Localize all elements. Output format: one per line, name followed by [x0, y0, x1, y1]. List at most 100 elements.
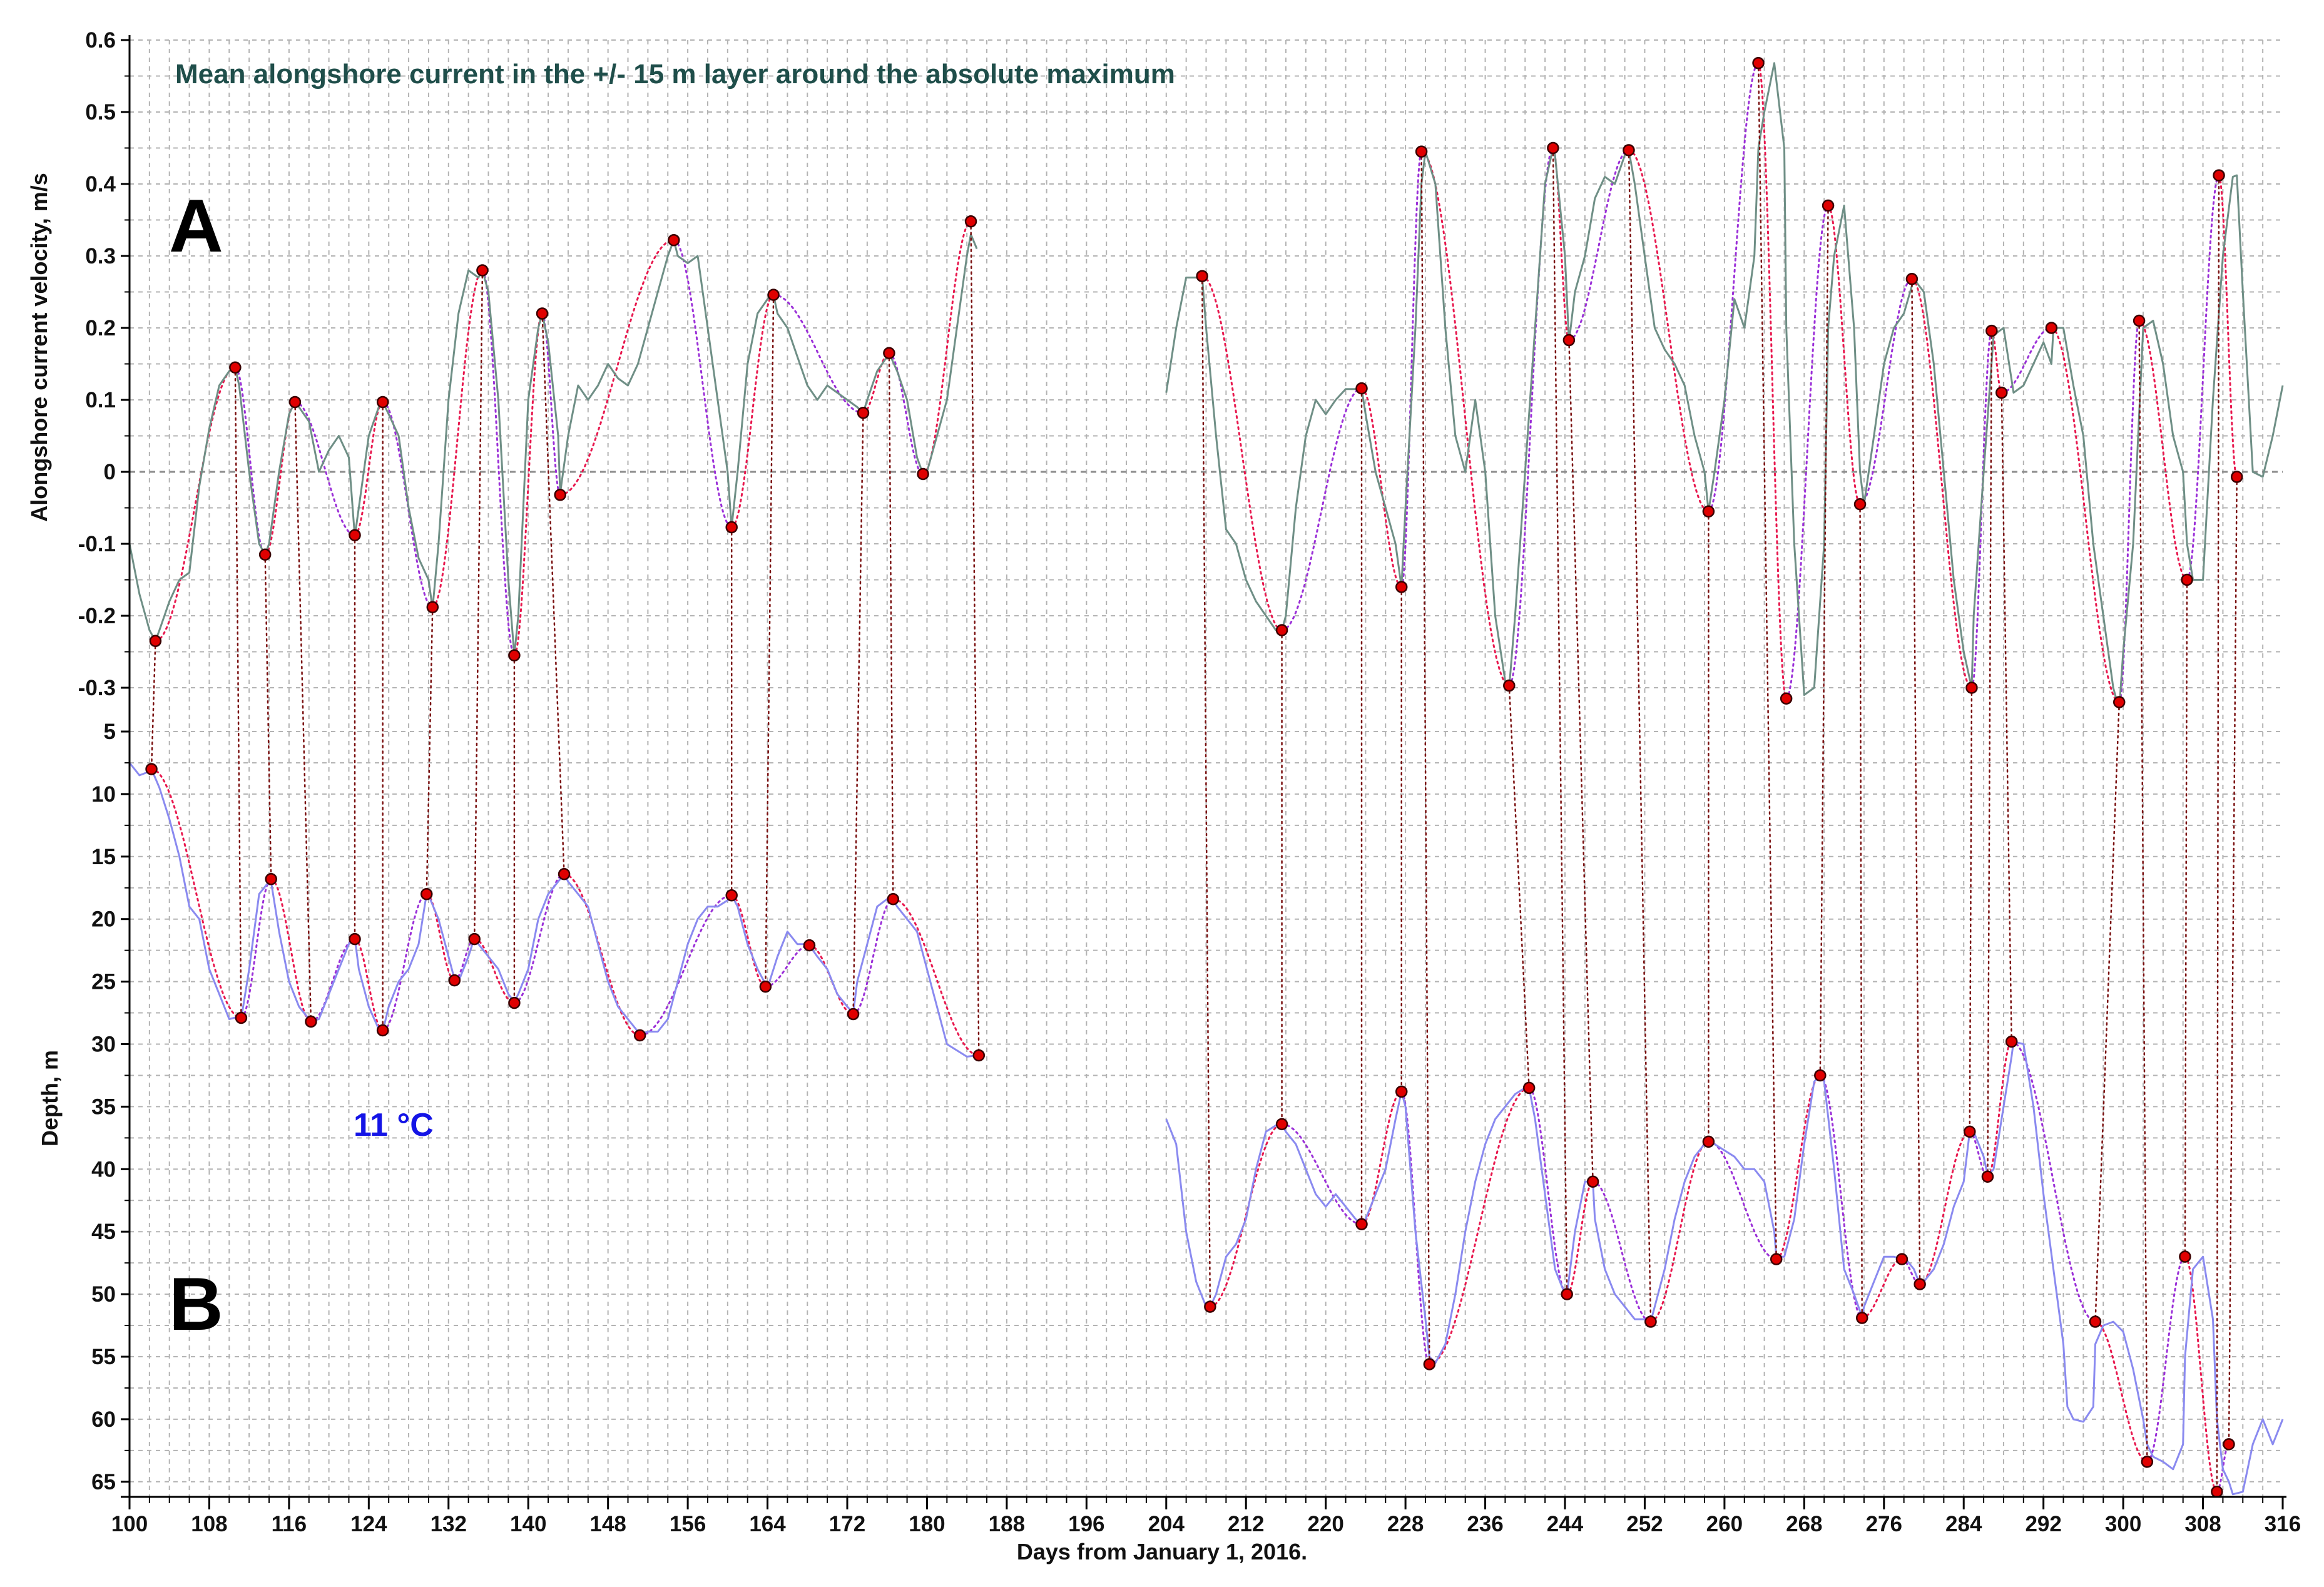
y-tick-label-velocity: -0.3 [78, 676, 116, 700]
y-tick-label-velocity: -0.2 [78, 604, 116, 628]
y-axis-title-velocity: Alongshore current velocity, m/s [26, 173, 52, 521]
depth-extremum-marker [558, 868, 571, 880]
extremum-connector [888, 352, 894, 900]
x-tick-label: 220 [1307, 1512, 1343, 1536]
velocity-extremum-marker [376, 395, 389, 409]
depth-extremum-marker [265, 873, 277, 885]
velocity-extremum-marker [767, 288, 780, 301]
velocity-extremum-marker [668, 233, 680, 247]
depth-extremum-marker [1895, 1253, 1909, 1265]
depth-extremum-marker [2141, 1456, 2154, 1468]
velocity-extremum-marker [917, 467, 929, 481]
velocity-fit-curve [234, 366, 267, 556]
extremum-connector [2216, 174, 2220, 1493]
extremum-connector [852, 412, 864, 1015]
depth-fit-curve [1707, 1140, 1778, 1260]
velocity-extremum-marker [1702, 505, 1715, 518]
depth-extremum-marker [1204, 1300, 1216, 1313]
depth-extremum-marker [1914, 1278, 1926, 1290]
x-tick-label: 180 [909, 1512, 945, 1536]
velocity-extremum-marker [1905, 273, 1919, 285]
depth-fit-curve [453, 938, 476, 982]
depth-extremum-marker [972, 1049, 986, 1062]
x-tick-label: 292 [2025, 1512, 2061, 1536]
x-tick-label: 140 [510, 1512, 546, 1536]
velocity-extremum-marker [1822, 199, 1835, 212]
y-tick-label-velocity: -0.1 [78, 532, 116, 556]
depth-fit-curve [513, 873, 566, 1004]
x-tick-label: 188 [989, 1512, 1025, 1536]
x-tick-label: 164 [749, 1512, 786, 1536]
depth-extremum-marker [305, 1015, 317, 1028]
velocity-fit-curve [1707, 62, 1760, 513]
x-tick-label: 132 [431, 1512, 467, 1536]
x-tick-label: 212 [1228, 1512, 1264, 1536]
depth-extremum-marker [448, 974, 461, 987]
velocity-extremum-marker [2133, 314, 2146, 327]
depth-extremum-marker [376, 1024, 389, 1037]
y-tick-label-depth: 65 [91, 1470, 116, 1494]
depth-fit-curve [1649, 1140, 1710, 1323]
depth-extremum-marker [1702, 1135, 1715, 1148]
extremum-connector [264, 554, 272, 880]
y-tick-label-depth: 30 [91, 1033, 116, 1057]
y-tick-label-velocity: 0.4 [85, 172, 116, 196]
depth-fit-curve [382, 893, 428, 1031]
velocity-extremum-marker [2213, 169, 2225, 181]
velocity-fit-curve [559, 239, 675, 496]
velocity-extremum-marker [1415, 145, 1428, 158]
depth-fit-curve [2094, 1320, 2148, 1463]
depth-extremum-marker [1814, 1069, 1827, 1082]
velocity-extremum-marker [258, 548, 272, 561]
velocity-fit-curve [264, 401, 296, 556]
velocity-extremum-marker [288, 395, 302, 409]
depth-extremum-marker [2179, 1250, 2191, 1263]
velocity-fit-curve [730, 293, 775, 528]
extremum-connector [1859, 503, 1863, 1319]
x-tick-label: 156 [670, 1512, 706, 1536]
connector-layer [150, 62, 2238, 1493]
x-axis-title: Days from January 1, 2016. [1017, 1539, 1307, 1564]
extremum-connector [2000, 392, 2012, 1043]
depth-extremum-marker [2089, 1315, 2102, 1328]
depth-fit-curve [240, 878, 272, 1019]
depth-extremum-marker [420, 887, 433, 901]
velocity-fit-curve [1201, 275, 1283, 631]
extremum-connector [473, 269, 484, 940]
y-tick-label-depth: 60 [91, 1407, 116, 1432]
velocity-extremum-marker [1355, 382, 1368, 395]
y-tick-label-depth: 55 [91, 1345, 116, 1369]
depth-extremum-marker [1644, 1315, 1657, 1328]
x-tick-label: 300 [2105, 1512, 2141, 1536]
velocity-extremum-marker [1752, 57, 1765, 69]
x-tick-label: 172 [829, 1512, 865, 1536]
depth-extremum-marker [508, 996, 521, 1009]
extremum-connector [1911, 278, 1921, 1285]
velocity-fit-curve [1567, 149, 1630, 341]
velocity-extremum-marker [1780, 692, 1793, 705]
y-tick-label-velocity: 0.1 [85, 388, 116, 412]
velocity-fit-curve [1859, 278, 1913, 506]
extremum-connector [150, 640, 156, 770]
y-tick-label-velocity: 0.5 [85, 100, 116, 125]
velocity-extremum-marker [2112, 696, 2126, 708]
velocity-fit-curve [2118, 320, 2141, 703]
velocity-extremum-marker [725, 521, 738, 534]
x-tick-label: 116 [272, 1512, 307, 1536]
marker-layer [145, 57, 2243, 1498]
velocity-extremum-marker [536, 307, 549, 320]
extremum-connector [2228, 476, 2238, 1446]
extremum-connector [1508, 685, 1530, 1089]
extremum-connector [765, 293, 775, 987]
velocity-extremum-marker [476, 264, 489, 277]
extremum-connector [970, 220, 980, 1056]
extremum-connector [1757, 62, 1777, 1260]
depth-fit-curve [310, 938, 356, 1023]
velocity-extremum-marker [1395, 581, 1408, 593]
depth-extremum-marker [725, 889, 738, 902]
velocity-fit-curve [2218, 174, 2238, 478]
velocity-fit-curve [293, 401, 356, 536]
velocity-series-line [128, 233, 978, 656]
y-tick-label-depth: 20 [91, 907, 116, 932]
